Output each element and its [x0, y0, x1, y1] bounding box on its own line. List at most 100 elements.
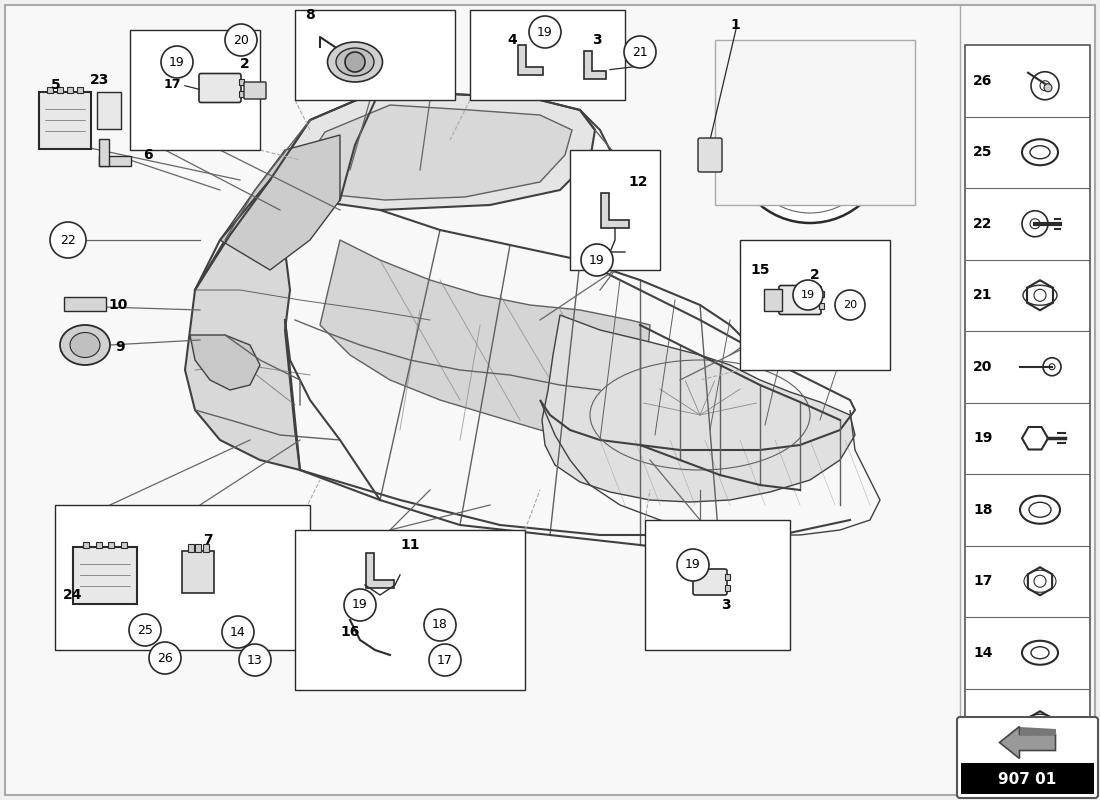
Text: 19: 19	[590, 254, 605, 266]
Text: 19: 19	[537, 26, 553, 38]
Text: 21: 21	[632, 46, 648, 58]
Text: 22: 22	[974, 217, 992, 230]
Circle shape	[161, 46, 192, 78]
Circle shape	[581, 244, 613, 276]
FancyBboxPatch shape	[965, 45, 1090, 760]
FancyBboxPatch shape	[244, 82, 266, 99]
Text: 17: 17	[437, 654, 453, 666]
Text: 13: 13	[974, 718, 992, 731]
Text: 11: 11	[400, 538, 420, 552]
Polygon shape	[270, 90, 595, 210]
Circle shape	[793, 280, 823, 310]
Text: 13: 13	[248, 654, 263, 666]
Circle shape	[676, 549, 710, 581]
FancyBboxPatch shape	[130, 30, 260, 150]
Circle shape	[239, 644, 271, 676]
Circle shape	[754, 89, 866, 201]
Text: 25: 25	[138, 623, 153, 637]
FancyBboxPatch shape	[199, 74, 241, 102]
FancyBboxPatch shape	[55, 505, 310, 650]
FancyBboxPatch shape	[202, 544, 209, 552]
Circle shape	[742, 77, 878, 213]
FancyBboxPatch shape	[820, 290, 824, 297]
FancyBboxPatch shape	[470, 10, 625, 100]
Polygon shape	[1020, 726, 1056, 734]
Text: 7: 7	[204, 533, 212, 547]
Ellipse shape	[328, 42, 383, 82]
Text: 19: 19	[974, 431, 992, 446]
Text: 12: 12	[628, 175, 648, 189]
Text: 8: 8	[305, 8, 315, 22]
Polygon shape	[290, 105, 572, 200]
Polygon shape	[320, 240, 650, 445]
FancyBboxPatch shape	[39, 91, 91, 149]
FancyBboxPatch shape	[779, 286, 821, 314]
FancyBboxPatch shape	[693, 569, 727, 595]
Polygon shape	[220, 135, 340, 270]
Circle shape	[345, 52, 365, 72]
Circle shape	[732, 67, 888, 223]
FancyBboxPatch shape	[645, 520, 790, 650]
FancyBboxPatch shape	[295, 530, 525, 690]
Text: 26: 26	[157, 651, 173, 665]
Circle shape	[798, 133, 822, 157]
Ellipse shape	[70, 333, 100, 358]
FancyBboxPatch shape	[84, 542, 89, 547]
Circle shape	[835, 290, 865, 320]
Text: 19: 19	[352, 598, 367, 611]
FancyBboxPatch shape	[182, 551, 214, 593]
Text: 25: 25	[974, 146, 992, 159]
FancyBboxPatch shape	[957, 717, 1098, 798]
Text: 20: 20	[843, 300, 857, 310]
FancyBboxPatch shape	[96, 542, 102, 547]
Text: 19: 19	[801, 290, 815, 300]
Text: 18: 18	[432, 618, 448, 631]
FancyBboxPatch shape	[47, 86, 53, 93]
Circle shape	[424, 609, 456, 641]
Text: 907 01: 907 01	[999, 772, 1057, 786]
FancyBboxPatch shape	[57, 86, 63, 93]
Text: 3: 3	[722, 598, 730, 612]
FancyBboxPatch shape	[6, 5, 1094, 795]
FancyBboxPatch shape	[961, 762, 1094, 794]
FancyBboxPatch shape	[725, 585, 730, 590]
Text: 4: 4	[507, 33, 517, 47]
Polygon shape	[517, 45, 542, 75]
FancyBboxPatch shape	[570, 150, 660, 270]
Text: 20: 20	[974, 360, 992, 374]
Text: 18: 18	[974, 502, 992, 517]
Text: 19: 19	[685, 558, 701, 571]
Circle shape	[529, 16, 561, 48]
Text: 17: 17	[163, 78, 180, 91]
Text: 23: 23	[90, 73, 110, 87]
FancyBboxPatch shape	[121, 542, 126, 547]
Text: 21: 21	[974, 288, 992, 302]
FancyBboxPatch shape	[73, 546, 138, 603]
FancyBboxPatch shape	[740, 240, 890, 370]
Polygon shape	[190, 335, 260, 390]
Circle shape	[344, 589, 376, 621]
Circle shape	[129, 614, 161, 646]
Circle shape	[148, 642, 182, 674]
Text: 14: 14	[974, 646, 992, 660]
Circle shape	[50, 222, 86, 258]
Text: 3: 3	[592, 33, 602, 47]
Polygon shape	[366, 553, 394, 587]
FancyBboxPatch shape	[99, 156, 131, 166]
Text: 14: 14	[230, 626, 246, 638]
FancyBboxPatch shape	[239, 91, 244, 98]
FancyBboxPatch shape	[195, 544, 201, 552]
Circle shape	[1044, 84, 1052, 92]
FancyBboxPatch shape	[99, 139, 109, 166]
Ellipse shape	[60, 325, 110, 365]
Text: 15: 15	[750, 263, 770, 277]
Polygon shape	[542, 315, 855, 502]
Text: 22: 22	[60, 234, 76, 246]
Polygon shape	[584, 51, 606, 79]
Text: 16: 16	[340, 625, 360, 639]
FancyBboxPatch shape	[67, 86, 73, 93]
Ellipse shape	[336, 48, 374, 76]
Circle shape	[429, 644, 461, 676]
Polygon shape	[185, 180, 300, 470]
Text: 5: 5	[51, 78, 60, 92]
